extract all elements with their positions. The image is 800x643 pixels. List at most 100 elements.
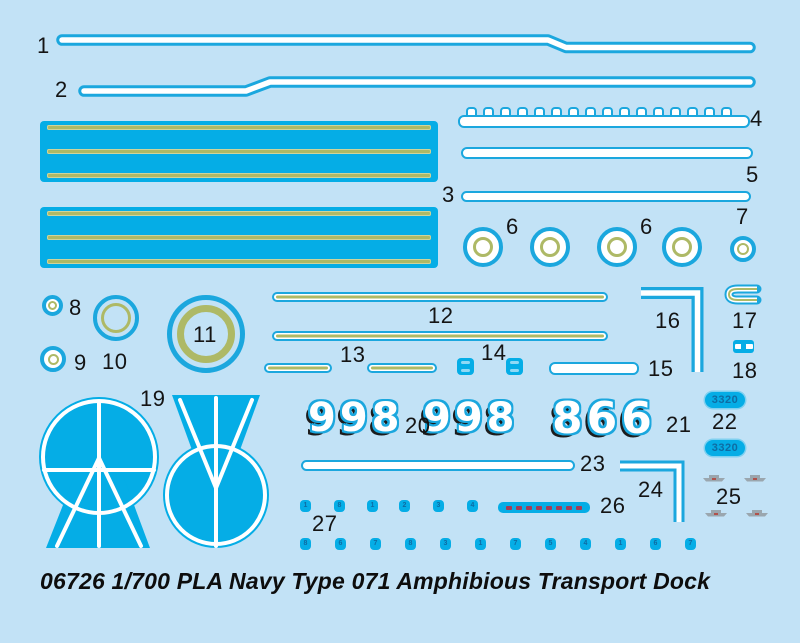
part-label-17: 17 bbox=[732, 308, 758, 333]
part-label-6b: 6 bbox=[640, 214, 653, 239]
yellow-stripe bbox=[47, 125, 431, 130]
square-dash bbox=[510, 361, 519, 364]
decal-bar-15 bbox=[549, 362, 639, 375]
olive-centre-line bbox=[268, 366, 328, 370]
part-label-13: 13 bbox=[340, 342, 366, 367]
decal-ship-silhouette bbox=[703, 475, 725, 482]
red-dash bbox=[526, 505, 532, 510]
red-dash bbox=[556, 505, 562, 510]
part-label-14: 14 bbox=[481, 340, 507, 365]
decal-bar-13a bbox=[264, 363, 332, 373]
scallop-bump bbox=[602, 107, 613, 119]
square-dash bbox=[461, 361, 470, 364]
part-label-9: 9 bbox=[74, 350, 87, 375]
decal-ring-11 bbox=[167, 295, 245, 373]
olive-centre-line bbox=[371, 366, 433, 370]
decal-helideck-marking-left bbox=[39, 397, 159, 548]
numbered-dot: 6 bbox=[335, 538, 346, 550]
decal-ring-6 bbox=[530, 227, 570, 267]
numbered-dot: 8 bbox=[300, 538, 311, 550]
part-label-15: 15 bbox=[648, 356, 674, 381]
decal-helideck-marking-right bbox=[163, 395, 269, 548]
part-label-20: 20 bbox=[405, 413, 431, 438]
part-label-12: 12 bbox=[428, 303, 454, 328]
numbered-dot: 8 bbox=[405, 538, 416, 550]
numbered-dot: 4 bbox=[580, 538, 591, 550]
yellow-stripe bbox=[47, 149, 431, 154]
scallop-bump bbox=[670, 107, 681, 119]
decal-stripe-2 bbox=[78, 76, 756, 97]
part-label-2: 2 bbox=[55, 77, 68, 102]
hull-number-998-b: 998 bbox=[423, 395, 519, 441]
decal-ring-6 bbox=[662, 227, 702, 267]
numbered-dot: 5 bbox=[545, 538, 556, 550]
decal-corner-24 bbox=[620, 460, 685, 522]
part-label-18: 18 bbox=[732, 358, 758, 383]
decal-badge-3320-top: 3320 bbox=[705, 392, 745, 408]
decal-dashed-bar-26 bbox=[498, 502, 590, 513]
scallop-bump bbox=[517, 107, 528, 119]
scallop-bump bbox=[568, 107, 579, 119]
numbered-dot: 3 bbox=[440, 538, 451, 550]
decal-flightdeck-strip-lower bbox=[40, 207, 438, 268]
red-dash bbox=[506, 505, 512, 510]
decal-badge-3320-bottom: 3320 bbox=[705, 440, 745, 456]
red-dash bbox=[546, 505, 552, 510]
ring-inner bbox=[48, 301, 57, 310]
decal-stripe-12a bbox=[272, 292, 608, 302]
scallop-bump bbox=[704, 107, 715, 119]
decal-ring-10 bbox=[93, 295, 139, 341]
decal-ring-6 bbox=[597, 227, 637, 267]
yellow-stripe bbox=[47, 211, 431, 216]
part-label-10: 10 bbox=[102, 349, 128, 374]
ring-inner bbox=[47, 353, 59, 365]
scallop-base-bar bbox=[458, 115, 750, 128]
numbered-dot: 1 bbox=[615, 538, 626, 550]
red-dash bbox=[576, 505, 582, 510]
scallop-bump bbox=[585, 107, 596, 119]
numbered-dot: 3 bbox=[433, 500, 444, 512]
decal-corner-16 bbox=[641, 287, 704, 372]
yellow-stripe bbox=[47, 235, 431, 240]
numbered-dot: 7 bbox=[685, 538, 696, 550]
decal-ship-silhouette bbox=[705, 510, 727, 517]
part-label-23: 23 bbox=[580, 451, 606, 476]
part-label-5: 5 bbox=[746, 162, 759, 187]
ring-inner bbox=[737, 243, 749, 255]
part-label-3: 3 bbox=[442, 182, 455, 207]
scallop-bump bbox=[534, 107, 545, 119]
decal-scalloped-strip-4 bbox=[458, 107, 750, 128]
scallop-bump bbox=[500, 107, 511, 119]
decal-ring-6 bbox=[463, 227, 503, 267]
ring-inner bbox=[607, 237, 627, 257]
decal-square-14 bbox=[506, 358, 523, 375]
scallop-bump bbox=[721, 107, 732, 119]
numbered-dot: 1 bbox=[475, 538, 486, 550]
numbered-dot: 1 bbox=[367, 500, 378, 512]
scallop-bump bbox=[483, 107, 494, 119]
sheet-title: 06726 1/700 PLA Navy Type 071 Amphibious… bbox=[40, 568, 711, 594]
decal-stripe-5b bbox=[461, 191, 751, 202]
numbered-dot: 6 bbox=[650, 538, 661, 550]
scallop-bump bbox=[687, 107, 698, 119]
ring-inner bbox=[540, 237, 560, 257]
olive-centre-line bbox=[276, 295, 604, 299]
square-dash bbox=[461, 369, 470, 372]
numbered-dot: 1 bbox=[300, 500, 311, 512]
decal-stripe-12b bbox=[272, 331, 608, 341]
decal-bracket-17 bbox=[724, 284, 762, 305]
scallop-bump bbox=[551, 107, 562, 119]
decal-ship-silhouette bbox=[744, 475, 766, 482]
ring-inner bbox=[672, 237, 692, 257]
decal-stripe-23 bbox=[301, 460, 575, 471]
yellow-stripe bbox=[47, 173, 431, 178]
red-dash bbox=[536, 505, 542, 510]
part-label-8: 8 bbox=[69, 295, 82, 320]
decal-flightdeck-strip-upper bbox=[40, 121, 438, 182]
decal-ring-7 bbox=[730, 236, 756, 262]
scallop-bump bbox=[619, 107, 630, 119]
ring-inner bbox=[101, 303, 131, 333]
ring-inner bbox=[473, 237, 493, 257]
